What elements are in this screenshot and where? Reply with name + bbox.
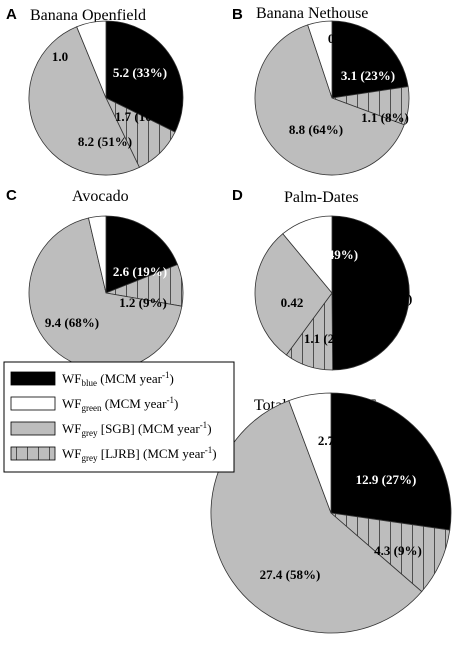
pie-slice-green: [307, 20, 333, 99]
slice-label-blue: 1.9 (49%): [304, 247, 358, 262]
slice-label-ljrb: 1.1 (8%): [361, 110, 409, 125]
pie-slice-sgb: [28, 217, 183, 371]
panel-a-letter: A: [6, 6, 17, 23]
slice-label-ljrb: 1.7 (10%): [115, 109, 169, 124]
pie-slice-green: [88, 215, 107, 294]
pie-slice-green: [282, 215, 333, 295]
panel-c-title: Avocado: [72, 188, 129, 205]
panel-a: A Banana Openfield 5.2 (33%) 1.7 (10%) 8.2…: [6, 6, 184, 176]
pie-slice-blue: [105, 20, 184, 133]
panel-a-pie: 5.2 (33%) 1.7 (10%) 8.2 (51%) 1.0: [28, 20, 184, 176]
pie-slice-sgb: [28, 26, 140, 176]
legend: WFblue (MCM year-1) WFgreen (MCM year-1) W…: [3, 361, 235, 473]
panel-c-letter: C: [6, 187, 17, 204]
slice-label-green: 1.0: [52, 49, 68, 64]
slice-label-blue: 12.9 (27%): [356, 472, 417, 487]
slice-label-ljrb: 1.2 (9%): [119, 295, 167, 310]
pie-slice-sgb: [254, 24, 405, 176]
pie-slice-blue: [105, 215, 179, 294]
slice-label-sgb: 27.4 (58%): [260, 567, 321, 582]
slice-label-green: 0.42: [281, 295, 304, 310]
panel-d-title: Palm-Dates: [284, 189, 359, 206]
legend-label-ljrb: WFgrey [LJRB] (MCM year-1): [62, 445, 217, 463]
slice-label-blue: 5.2 (33%): [113, 65, 167, 80]
panel-e: E Total Regional WF 12.9 (27%)4.3 (9%)27…: [210, 392, 452, 634]
panel-b-title: Banana Nethouse: [256, 5, 368, 22]
slice-label-ljrb: 4.3 (9%): [374, 543, 422, 558]
pie-slice-green: [288, 392, 332, 514]
slice-label-ljrb: 0.39 (10%): [352, 291, 413, 306]
panel-d-letter: D: [232, 187, 243, 204]
panel-b-letter: B: [232, 6, 243, 23]
legend-label-blue: WFblue (MCM year-1): [62, 370, 174, 388]
panel-c-pie: 2.6 (19%) 1.2 (9%) 9.4 (68%) 0.5: [28, 215, 184, 371]
panel-d: D Palm-Dates 1.9 (49%) 0.39 (10%) 1.1 (29%…: [232, 187, 413, 371]
legend-swatch-sgb: [10, 421, 56, 436]
slice-label-blue: 2.6 (19%): [113, 264, 167, 279]
slice-label-green: 0.5: [113, 227, 128, 244]
pie-slice-blue: [330, 392, 452, 531]
pie-slice-blue: [331, 20, 409, 99]
legend-label-green: WFgreen (MCM year-1): [62, 395, 178, 413]
panel-b: B Banana Nethouse 3.1 (23%) 1.1 (8%) 8.8 (…: [232, 5, 410, 176]
pie-slice-green: [76, 20, 107, 99]
pie-slice-sgb: [210, 400, 423, 634]
pie-slice-sgb: [254, 233, 333, 356]
slice-label-blue: 3.1 (23%): [341, 68, 395, 83]
panel-b-pie: 3.1 (23%) 1.1 (8%) 8.8 (64%) 0.7: [254, 20, 410, 176]
slice-label-sgb: 9.4 (68%): [45, 315, 99, 330]
panel-a-title: Banana Openfield: [30, 7, 146, 24]
panel-e-pie: 12.9 (27%) 4.3 (9%) 27.4 (58%) 2.7: [210, 392, 452, 634]
pie-slice-blue: [331, 215, 410, 371]
slice-label-sgb: 1.1 (29%): [304, 331, 358, 346]
legend-label-sgb: WFgrey [SGB] (MCM year-1): [62, 420, 212, 438]
legend-swatch-blue: [10, 371, 56, 386]
panel-c: C Avocado 2.6 (19%) 1.2 (9%) 9.4 (68%) 0.5: [6, 187, 184, 371]
slice-label-sgb: 8.8 (64%): [289, 122, 343, 137]
slice-label-green: 0.7: [328, 31, 345, 46]
panel-d-pie: 1.9 (49%) 0.39 (10%) 1.1 (29%) 0.42: [254, 215, 413, 371]
legend-swatch-green: [10, 396, 56, 411]
slice-label-green: 2.7: [318, 433, 335, 448]
legend-swatch-ljrb: [10, 446, 56, 461]
slice-label-sgb: 8.2 (51%): [78, 134, 132, 149]
